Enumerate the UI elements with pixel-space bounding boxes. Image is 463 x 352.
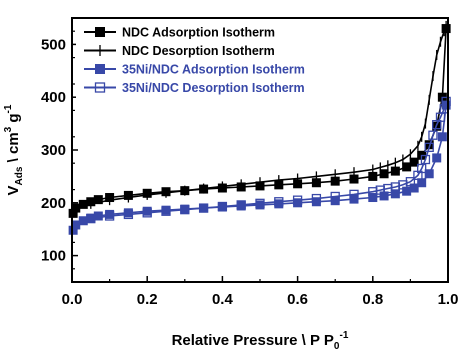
x-axis-title-superscript: -1 — [339, 330, 348, 341]
data-point — [217, 201, 228, 212]
series-4 — [86, 96, 451, 224]
data-point — [349, 194, 359, 204]
x-axis-title-subscript: 0 — [334, 341, 340, 352]
data-point — [432, 120, 442, 130]
data-point — [402, 162, 412, 172]
data-point — [437, 132, 447, 142]
data-point — [123, 209, 134, 220]
x-tick-label: 0.2 — [137, 291, 158, 308]
y-axis-title-subscript: Ads — [14, 166, 25, 185]
data-point — [180, 205, 190, 215]
y-tick-label: 500 — [41, 36, 66, 53]
data-point — [142, 208, 152, 218]
data-point — [292, 195, 303, 205]
data-point — [93, 195, 103, 205]
y-tick-label: 200 — [41, 195, 66, 212]
data-point — [95, 27, 105, 37]
data-point — [390, 189, 400, 199]
x-tick-label: 0.6 — [287, 291, 308, 308]
plot-area — [68, 20, 451, 235]
y-tick-label: 100 — [41, 248, 66, 265]
legend-item: NDC Adsorption Isotherm — [84, 26, 275, 40]
data-point — [409, 157, 419, 167]
data-point — [78, 199, 88, 209]
data-point — [161, 206, 171, 216]
series-2 — [90, 20, 447, 209]
data-point — [349, 189, 359, 200]
y-axis-title-superscript-1: 3 — [3, 126, 14, 132]
data-point — [424, 142, 434, 153]
data-point — [428, 130, 438, 140]
legend-label: 35Ni/NDC Adsorption Isotherm — [122, 63, 305, 77]
data-point — [390, 166, 400, 176]
data-point — [432, 153, 442, 163]
y-axis-title: VAds \ cm3 g-1 — [3, 104, 25, 195]
legend: NDC Adsorption Isotherm NDC Desorption Is… — [76, 22, 356, 98]
data-point — [274, 197, 284, 207]
x-tick-label: 0.0 — [62, 291, 83, 308]
legend-item: 35Ni/NDC Adsorption Isotherm — [84, 63, 305, 77]
legend-label: 35Ni/NDC Desorption Isotherm — [122, 81, 305, 95]
data-point — [93, 211, 103, 221]
legend-background — [76, 22, 356, 98]
data-point — [255, 198, 265, 208]
data-point — [95, 64, 105, 74]
data-point — [86, 213, 96, 224]
data-point — [94, 82, 106, 93]
data-point — [104, 211, 115, 221]
x-tick-label: 0.8 — [362, 291, 383, 308]
x-tick-label: 0.4 — [212, 291, 234, 308]
y-tick-label: 300 — [41, 142, 66, 159]
data-point — [236, 200, 246, 210]
data-point — [420, 154, 431, 165]
data-point — [368, 193, 378, 203]
data-point — [311, 193, 322, 204]
legend-label: NDC Adsorption Isotherm — [122, 26, 275, 40]
data-point — [368, 187, 378, 197]
data-point — [379, 169, 389, 179]
data-point — [78, 216, 88, 226]
data-point — [413, 170, 423, 180]
series-line — [90, 101, 447, 220]
data-point — [424, 169, 434, 179]
legend-item: 35Ni/NDC Desorption Isotherm — [84, 81, 305, 95]
legend-item: NDC Desorption Isotherm — [84, 44, 275, 58]
legend-label: NDC Desorption Isotherm — [122, 44, 275, 58]
x-tick-label: 1.0 — [438, 291, 459, 308]
data-point — [330, 191, 340, 202]
x-axis-title: Relative Pressure \ P P0-1 — [172, 330, 349, 352]
tick-labels: 0.0 0.2 0.4 0.6 0.8 1.0 100 200 300 400 500 — [41, 36, 458, 308]
y-tick-label: 400 — [41, 89, 66, 106]
y-axis-title-superscript-2: -1 — [3, 104, 14, 113]
data-point — [198, 203, 209, 213]
axis-ticks — [71, 30, 449, 282]
